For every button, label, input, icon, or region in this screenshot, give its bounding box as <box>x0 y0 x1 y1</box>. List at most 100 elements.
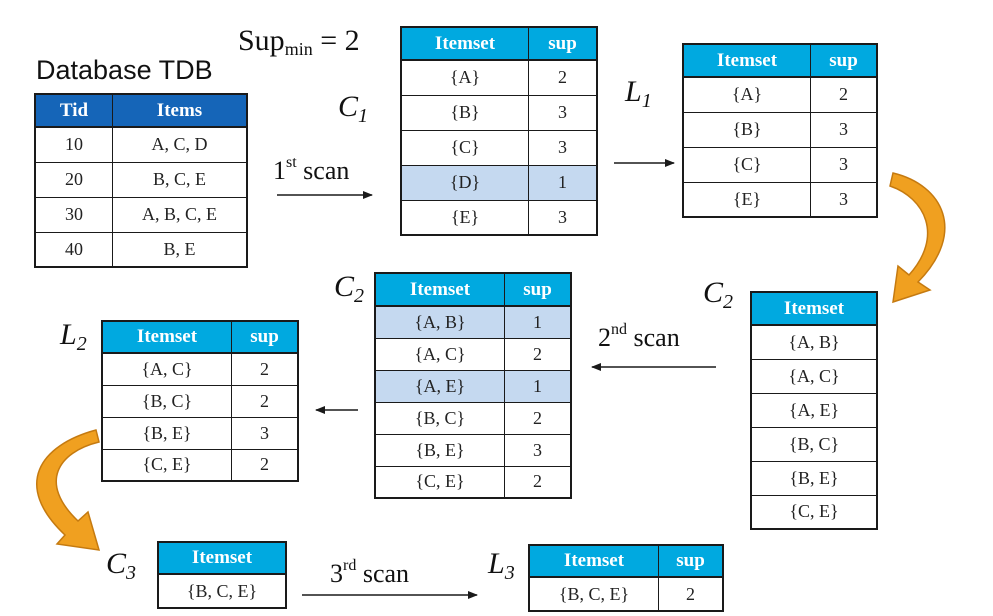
tid-cell: 40 <box>34 231 113 268</box>
sup-header: sup <box>658 544 724 578</box>
table-row: {C, E} <box>750 494 878 530</box>
items-cell: A, C, D <box>112 126 248 163</box>
itemset-cell: {E} <box>682 181 811 218</box>
c2-counted-label: C2 <box>334 270 365 307</box>
l2-table: Itemset sup {A, C} 2 {B, C} 2 {B, E} 3 {C, … <box>101 320 299 482</box>
second-scan-label: 2nd scan <box>598 321 680 352</box>
itemset-cell: {A, C} <box>374 337 505 371</box>
itemset-header: Itemset <box>528 544 659 578</box>
table-row: {B} 3 <box>400 94 598 131</box>
c2-counted-table: Itemset sup {A, B} 1 {A, C} 2 {A, E} 1 {B, … <box>374 272 572 499</box>
sup-header: sup <box>810 43 878 78</box>
sup-cell: 2 <box>231 384 299 418</box>
itemset-cell: {B, E} <box>374 433 505 467</box>
itemset-cell: {B, C} <box>374 401 505 435</box>
itemset-header: Itemset <box>101 320 232 354</box>
sup-cell: 3 <box>810 181 878 218</box>
itemset-header: Itemset <box>682 43 811 78</box>
table-row: {A} 2 <box>400 59 598 96</box>
table-row: 10 A, C, D <box>34 126 248 163</box>
itemset-cell: {C} <box>682 146 811 183</box>
table-row: {A, B} <box>750 324 878 360</box>
tid-cell: 10 <box>34 126 113 163</box>
sup-cell: 3 <box>528 94 598 131</box>
itemset-cell: {A, C} <box>750 358 878 394</box>
sup-header: sup <box>504 272 572 307</box>
table-row: {B, E} 3 <box>374 433 572 467</box>
database-title: Database TDB <box>36 55 213 85</box>
curved-arrow-l2-to-c3 <box>36 429 101 551</box>
table-row: {E} 3 <box>400 199 598 236</box>
items-cell: B, C, E <box>112 161 248 198</box>
itemset-header: Itemset <box>750 291 878 326</box>
table-row: {E} 3 <box>682 181 878 218</box>
l1-label: L1 <box>625 75 652 112</box>
itemset-cell: {B, E} <box>101 416 232 450</box>
table-row: 40 B, E <box>34 231 248 268</box>
sup-cell: 1 <box>504 305 572 339</box>
l1-table: Itemset sup {A} 2 {B} 3 {C} 3 {E} 3 <box>682 43 878 218</box>
itemset-cell: {B, C} <box>750 426 878 462</box>
sup-header: sup <box>231 320 299 354</box>
itemset-cell: {A, E} <box>750 392 878 428</box>
sup-cell: 2 <box>231 352 299 386</box>
table-row: {A, C} 2 <box>101 352 299 386</box>
l2-label: L2 <box>60 318 87 355</box>
c3-label: C3 <box>106 547 137 584</box>
table-row-pruned: {D} 1 <box>400 164 598 201</box>
c1-table: Itemset sup {A} 2 {B} 3 {C} 3 {D} 1 {E} 3 <box>400 26 598 236</box>
support-threshold: Supmin = 2 <box>238 24 360 59</box>
first-scan-label: 1st scan <box>273 154 350 185</box>
itemset-cell: {A} <box>682 76 811 113</box>
itemset-header: Itemset <box>157 541 287 575</box>
sup-cell: 1 <box>504 369 572 403</box>
itemset-cell: {A, C} <box>101 352 232 386</box>
table-row: 30 A, B, C, E <box>34 196 248 233</box>
tid-header: Tid <box>34 93 113 128</box>
items-cell: A, B, C, E <box>112 196 248 233</box>
itemset-cell: {B, C, E} <box>157 573 287 609</box>
third-scan-label: 3rd scan <box>330 557 410 588</box>
sup-cell: 2 <box>810 76 878 113</box>
sup-cell: 3 <box>810 111 878 148</box>
c2-candidates-label: C2 <box>703 276 734 313</box>
table-row: {B} 3 <box>682 111 878 148</box>
table-row: {B, C} <box>750 426 878 462</box>
itemset-header: Itemset <box>374 272 505 307</box>
itemset-cell: {B} <box>400 94 529 131</box>
table-row: {A, C} 2 <box>374 337 572 371</box>
sup-cell: 3 <box>504 433 572 467</box>
tid-cell: 30 <box>34 196 113 233</box>
c2-candidates-table: Itemset {A, B} {A, C} {A, E} {B, C} {B, … <box>750 291 878 530</box>
itemset-cell: {A} <box>400 59 529 96</box>
sup-cell: 2 <box>504 337 572 371</box>
l3-label: L3 <box>488 547 515 584</box>
itemset-cell: {A, B} <box>750 324 878 360</box>
sup-cell: 1 <box>528 164 598 201</box>
sup-cell: 3 <box>528 199 598 236</box>
table-row: {B, C, E} 2 <box>528 576 724 612</box>
table-row: {C, E} 2 <box>101 448 299 482</box>
curved-arrow-l1-to-c2 <box>889 172 946 304</box>
table-row: {C} 3 <box>682 146 878 183</box>
table-row: {B, C, E} <box>157 573 287 609</box>
table-row: {C, E} 2 <box>374 465 572 499</box>
items-cell: B, E <box>112 231 248 268</box>
table-row: {A} 2 <box>682 76 878 113</box>
sup-cell: 2 <box>504 465 572 499</box>
itemset-cell: {C, E} <box>374 465 505 499</box>
itemset-cell: {C, E} <box>750 494 878 530</box>
itemset-cell: {C, E} <box>101 448 232 482</box>
table-row: {B, E} 3 <box>101 416 299 450</box>
l3-table: Itemset sup {B, C, E} 2 <box>528 544 724 612</box>
sup-header: sup <box>528 26 598 61</box>
table-row: {A, C} <box>750 358 878 394</box>
table-row: 20 B, C, E <box>34 161 248 198</box>
table-row: {A, E} <box>750 392 878 428</box>
c3-table: Itemset {B, C, E} <box>157 541 287 609</box>
itemset-header: Itemset <box>400 26 529 61</box>
c1-label: C1 <box>338 90 369 127</box>
database-table: Tid Items 10 A, C, D 20 B, C, E 30 A, B, C,… <box>34 93 248 268</box>
items-header: Items <box>112 93 248 128</box>
